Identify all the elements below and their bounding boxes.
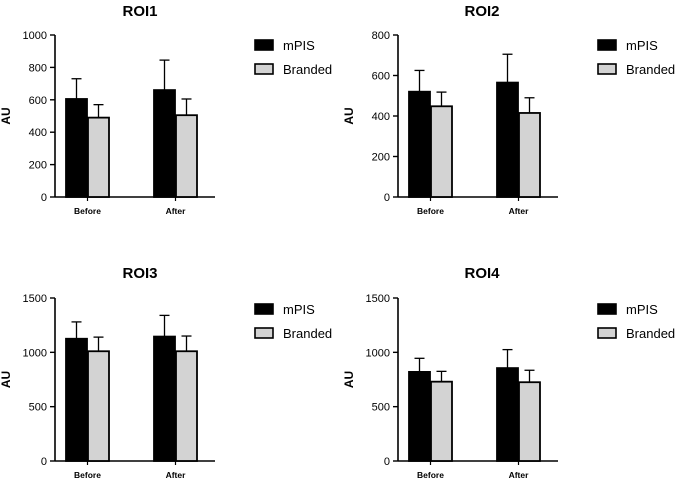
y-tick-label: 0 [41,192,47,204]
bar-branded-after [175,114,198,198]
y-axis-label: AU [0,371,13,388]
bar-branded-after [518,112,541,198]
y-tick-label: 800 [372,30,390,42]
bar-mpis-after [153,89,176,198]
chart-roi3: ROI3 AU 0 500 1000 1500 Before After mPIS Branded [0,265,332,480]
chart-title: ROI4 [464,265,500,282]
y-tick-label: 1000 [23,347,47,359]
bar-mpis-before [408,370,431,462]
legend-label-mpis: mPIS [283,38,315,53]
chart-roi2: ROI2 AU 0 200 400 600 800 Before After mPIS Brande… [342,3,675,216]
legend-swatch-branded [597,63,617,75]
x-tick-label: After [166,206,187,216]
y-tick-label: 1000 [23,30,47,42]
chart-title: ROI3 [122,265,157,282]
y-tick-label: 200 [29,160,47,172]
y-tick-label: 1500 [366,293,390,305]
legend-label-branded: Branded [283,326,332,341]
y-tick-label: 400 [372,111,390,123]
y-tick-label: 600 [29,95,47,107]
y-tick-label: 0 [41,456,47,468]
bar-branded-after [518,381,541,462]
bar-branded-before [430,105,453,198]
y-tick-label: 0 [384,192,390,204]
bar-mpis-after [496,81,519,198]
y-axis-label: AU [342,371,356,388]
chart-roi1: ROI1 AU 0 200 400 600 800 1000 Before After mPIS Br… [0,3,332,216]
legend-label-mpis: mPIS [626,302,658,317]
legend-swatch-mpis [597,39,617,51]
bar-branded-before [430,380,453,462]
x-tick-label: Before [74,206,101,216]
legend-label-mpis: mPIS [626,38,658,53]
bar-mpis-before [65,98,88,198]
legend-swatch-mpis [254,303,274,315]
bar-mpis-before [65,337,88,462]
legend-label-branded: Branded [626,326,675,341]
bar-branded-after [175,350,198,462]
chart-title: ROI1 [122,3,157,20]
legend-swatch-branded [254,63,274,75]
x-tick-label: After [509,470,530,480]
y-tick-label: 200 [372,152,390,164]
x-tick-label: Before [417,206,444,216]
x-tick-label: Before [74,470,101,480]
y-axis-label: AU [0,107,13,124]
legend-label-branded: Branded [283,62,332,77]
bar-branded-before [87,350,110,462]
legend-label-branded: Branded [626,62,675,77]
bar-mpis-after [496,367,519,462]
legend-swatch-branded [597,327,617,339]
legend-swatch-mpis [254,39,274,51]
y-tick-label: 1000 [366,347,390,359]
y-tick-label: 500 [372,402,390,414]
y-tick-label: 1500 [23,293,47,305]
legend-label-mpis: mPIS [283,302,315,317]
y-tick-label: 400 [29,127,47,139]
chart-title: ROI2 [464,3,499,20]
y-tick-label: 0 [384,456,390,468]
bar-mpis-after [153,335,176,462]
x-tick-label: After [509,206,530,216]
bar-mpis-before [408,90,431,198]
legend-swatch-branded [254,327,274,339]
y-tick-label: 600 [372,71,390,83]
chart-roi4: ROI4 AU 0 500 1000 1500 Before After mPIS Branded [342,265,675,480]
bar-branded-before [87,116,110,198]
y-tick-label: 800 [29,62,47,74]
y-axis-label: AU [342,107,356,124]
legend-swatch-mpis [597,303,617,315]
y-tick-label: 500 [29,402,47,414]
x-tick-label: Before [417,470,444,480]
x-tick-label: After [166,470,187,480]
